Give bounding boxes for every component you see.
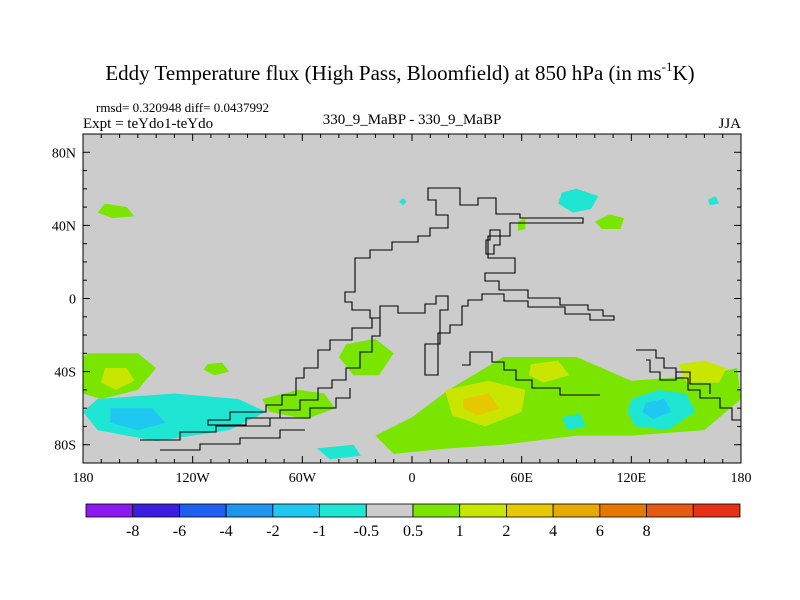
colorbar-label: -6 — [173, 523, 186, 540]
contour-region-2-4 — [463, 393, 500, 416]
colorbar-label: -2 — [266, 523, 279, 540]
x-tick-label: 180 — [73, 471, 94, 486]
colorbar-swatch — [272, 503, 320, 518]
contour-region--1--0.5 — [708, 196, 720, 206]
antarctic-ridge-outline — [140, 388, 351, 441]
x-tick-label: 120E — [617, 471, 647, 486]
indian-ocean-outline — [462, 351, 600, 396]
pacific-outline — [646, 359, 711, 394]
contour-region-1-2 — [678, 360, 727, 383]
contour-region-1-2 — [101, 368, 135, 390]
y-tick-label: 80S — [54, 439, 76, 454]
contour-region--1--0.5 — [561, 413, 586, 431]
southern-shelf-outline — [160, 429, 305, 451]
contour-region--2--1 — [642, 399, 672, 420]
contour-region-0.5-1 — [518, 218, 526, 231]
colorbar-swatch — [132, 503, 180, 518]
contour-region-0.5-1 — [97, 203, 135, 219]
colorbar-swatch — [692, 503, 741, 518]
season-label: JJA — [718, 116, 741, 132]
colorbar-label: -4 — [219, 523, 232, 540]
x-tick-label: 120W — [176, 471, 211, 486]
contour-region-1-2 — [529, 360, 570, 383]
colorbar-label: 6 — [596, 523, 604, 540]
x-tick-label: 180 — [731, 471, 752, 486]
contour-region--1--0.5 — [399, 198, 407, 206]
contour-region--1--0.5 — [83, 393, 266, 442]
axis-ticks: 180 120W 60W 0 60E 120E 180 80N 40N 0 40S 80S — [52, 134, 752, 486]
colorbar-swatch — [599, 503, 647, 518]
y-tick-label: 40S — [54, 366, 76, 381]
colorbar-label: 1 — [456, 523, 464, 540]
contour-region--2--1 — [110, 408, 166, 431]
south-america-outline — [207, 317, 381, 426]
colorbar-label: 8 — [643, 523, 651, 540]
colorbar-swatch — [459, 503, 507, 518]
x-tick-label: 0 — [409, 471, 416, 486]
continent-outlines — [140, 187, 741, 451]
y-tick-label: 0 — [69, 293, 76, 308]
colorbar-swatch — [646, 503, 694, 518]
contour-fill-layer — [83, 188, 741, 460]
colorbar-label: -8 — [126, 523, 139, 540]
contour-region-0.5-1 — [203, 362, 230, 376]
asia-coast-outline — [485, 229, 501, 255]
australia-outline — [636, 349, 741, 421]
colorbar-label: -1 — [313, 523, 326, 540]
chart-title: Eddy Temperature flux (High Pass, Bloomf… — [105, 59, 694, 85]
y-tick-label: 80N — [52, 146, 76, 161]
colorbar-swatch — [85, 503, 134, 518]
colorbar-swatch — [319, 503, 367, 518]
x-tick-label: 60W — [289, 471, 317, 486]
colorbar-swatch — [225, 503, 274, 518]
x-tick-label: 60E — [510, 471, 533, 486]
colorbar-label: -0.5 — [354, 523, 379, 540]
colorbar-swatch — [506, 503, 554, 518]
colorbar: -8 -6 -4 -2 -1 -0.5 0.5 1 2 4 6 8 — [85, 503, 741, 540]
colorbar-swatch — [412, 503, 461, 518]
colorbar-swatch — [179, 503, 227, 518]
contour-region-0.5-1 — [594, 214, 624, 229]
africa-eurasia-outline — [344, 187, 615, 376]
colorbar-label: 4 — [549, 523, 557, 540]
contour-region-0.5-1 — [338, 338, 394, 376]
contour-region--1--0.5 — [317, 444, 361, 460]
y-tick-label: 40N — [52, 219, 76, 234]
colorbar-swatch — [365, 503, 414, 518]
experiment-label: 330_9_MaBP - 330_9_MaBP — [323, 112, 502, 128]
colorbar-swatch — [552, 503, 601, 518]
contour-region-0.5-1 — [375, 357, 741, 454]
contour-region--1--0.5 — [558, 188, 599, 213]
colorbar-label: 0.5 — [403, 523, 423, 540]
stats-label: rmsd= 0.320948 diff= 0.0437992 — [96, 100, 269, 115]
colorbar-label: 2 — [502, 523, 510, 540]
expt-label: Expt = teYdo1-teYdo — [83, 116, 213, 132]
